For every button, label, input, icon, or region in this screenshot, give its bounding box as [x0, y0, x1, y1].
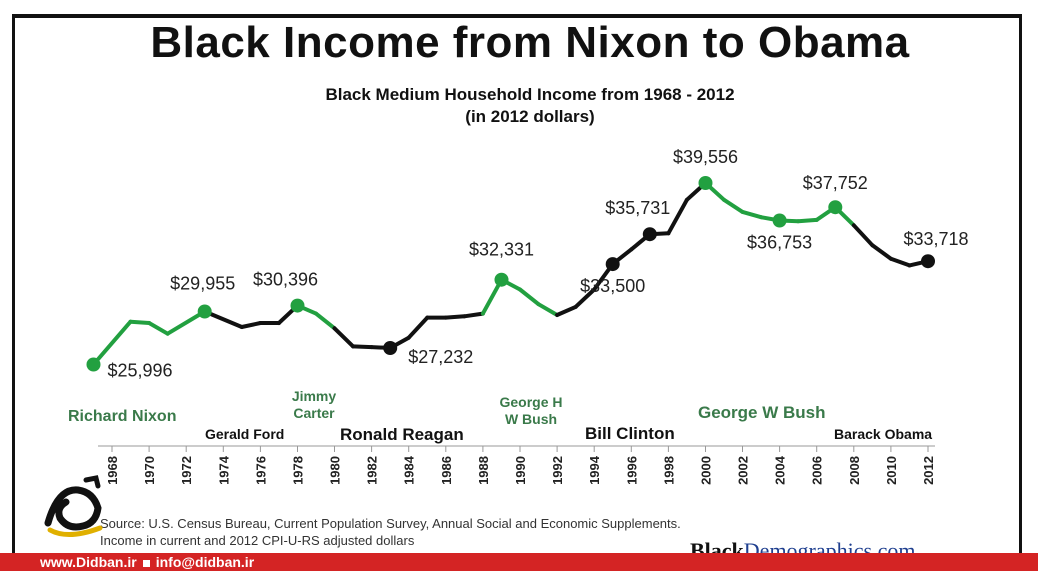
source-note-detail: Income in current and 2012 CPI-U-RS adju… [100, 533, 415, 548]
series-line-segment [518, 287, 541, 307]
series-line-segment [91, 319, 133, 367]
series-line-segment [796, 217, 819, 224]
x-tick-label: 2006 [810, 456, 825, 485]
series-line-segment [128, 319, 152, 325]
series-line-segment [888, 256, 912, 268]
series-line-segment [406, 315, 430, 340]
x-tick-label: 1970 [142, 456, 157, 485]
x-tick-label: 1990 [513, 456, 528, 485]
data-label: $37,752 [803, 173, 868, 193]
chart-subtitle-line1: Black Medium Household Income from 1968 … [325, 85, 735, 104]
x-tick-label: 2002 [736, 456, 751, 485]
series-line-segment [851, 223, 875, 248]
data-label: $27,232 [408, 347, 473, 367]
series-line-segment [314, 311, 337, 331]
series-line-segment [722, 197, 745, 214]
data-point-marker [494, 272, 509, 287]
president-label: Bill Clinton [585, 424, 675, 443]
president-label: Gerald Ford [205, 426, 284, 442]
didban-logo [44, 475, 103, 537]
data-point-marker [772, 213, 787, 228]
data-label: $39,556 [673, 147, 738, 167]
series-line-segment [870, 243, 893, 261]
x-tick-label: 1982 [365, 456, 380, 485]
data-point-marker [605, 257, 620, 272]
data-label: $30,396 [253, 270, 318, 290]
data-point-marker [383, 341, 398, 355]
series-line-segment [443, 314, 467, 320]
data-label: $36,753 [747, 233, 812, 253]
president-label: Ronald Reagan [340, 425, 464, 444]
x-tick-label: 2000 [699, 456, 714, 485]
chart-subtitle-line2: (in 2012 dollars) [465, 107, 595, 126]
x-tick-label: 2010 [884, 456, 899, 485]
data-label: $29,955 [170, 274, 235, 294]
x-tick-label: 1980 [328, 456, 343, 485]
x-tick-label: 1974 [216, 455, 231, 485]
data-point-marker [828, 200, 843, 215]
data-label: $35,731 [605, 198, 670, 218]
president-label: Jimmy Carter [292, 388, 337, 421]
data-label: $33,718 [903, 229, 968, 249]
series-line-segment [666, 197, 689, 236]
series-line-segment [147, 321, 170, 336]
watermark-bar: www.Didban.ir info@didban.ir [0, 553, 1038, 571]
president-label: George W Bush [698, 403, 826, 422]
x-tick-label: 1992 [550, 456, 565, 485]
x-tick-label: 1978 [291, 456, 306, 485]
president-label: Barack Obama [834, 426, 932, 442]
series-line-segment [332, 326, 356, 349]
series-line-segment [536, 302, 560, 317]
data-point-marker [86, 357, 101, 372]
series-line-segment [239, 321, 263, 329]
series-line-segment [351, 344, 374, 350]
data-label: $32,331 [469, 240, 534, 260]
x-tick-label: 1998 [661, 456, 676, 485]
data-point-marker [921, 254, 935, 269]
series-line-segment [555, 304, 578, 317]
x-tick-label: 2008 [847, 456, 862, 485]
series-line-segment [573, 287, 597, 309]
series-line-segment [165, 309, 207, 336]
x-tick-label: 1986 [439, 456, 454, 485]
x-tick-label: 1968 [105, 456, 120, 485]
x-tick-label: 1976 [253, 456, 268, 485]
data-point-marker [698, 176, 713, 190]
x-tick-label: 1972 [179, 456, 194, 485]
x-tick-label: 2004 [773, 455, 788, 485]
data-point-marker [642, 227, 657, 242]
watermark-site: www.Didban.ir [40, 554, 137, 570]
data-point-marker [197, 304, 212, 319]
data-label: $25,996 [108, 361, 173, 381]
chart-frame [12, 14, 1022, 556]
watermark-email: info@didban.ir [155, 554, 255, 570]
president-label: Richard Nixon [68, 408, 176, 425]
source-note: Source: U.S. Census Bureau, Current Popu… [100, 516, 681, 531]
data-label: $33,500 [580, 276, 645, 296]
series-line-segment [740, 209, 764, 220]
separator-square-icon [142, 559, 150, 567]
x-tick-label: 1988 [476, 456, 491, 485]
series-line-segment [462, 311, 485, 319]
data-point-marker [290, 298, 305, 313]
x-tick-label: 1984 [402, 455, 417, 485]
x-tick-label: 1994 [587, 455, 602, 485]
x-tick-label: 1996 [624, 456, 639, 485]
x-tick-label: 2012 [921, 456, 936, 485]
chart-title: Black Income from Nixon to Obama [150, 18, 910, 67]
